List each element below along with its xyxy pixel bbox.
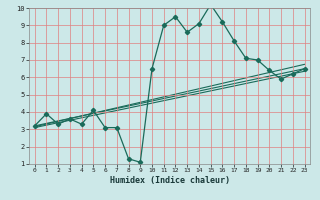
X-axis label: Humidex (Indice chaleur): Humidex (Indice chaleur) [109,176,229,185]
